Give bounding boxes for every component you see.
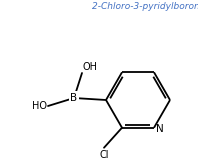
Text: OH: OH: [83, 62, 98, 72]
Text: Cl: Cl: [99, 150, 109, 160]
Text: HO: HO: [32, 101, 47, 111]
Text: 2-Chloro-3-pyridylboronic acid: 2-Chloro-3-pyridylboronic acid: [91, 2, 198, 11]
Text: N: N: [156, 124, 164, 134]
Text: B: B: [70, 93, 78, 103]
